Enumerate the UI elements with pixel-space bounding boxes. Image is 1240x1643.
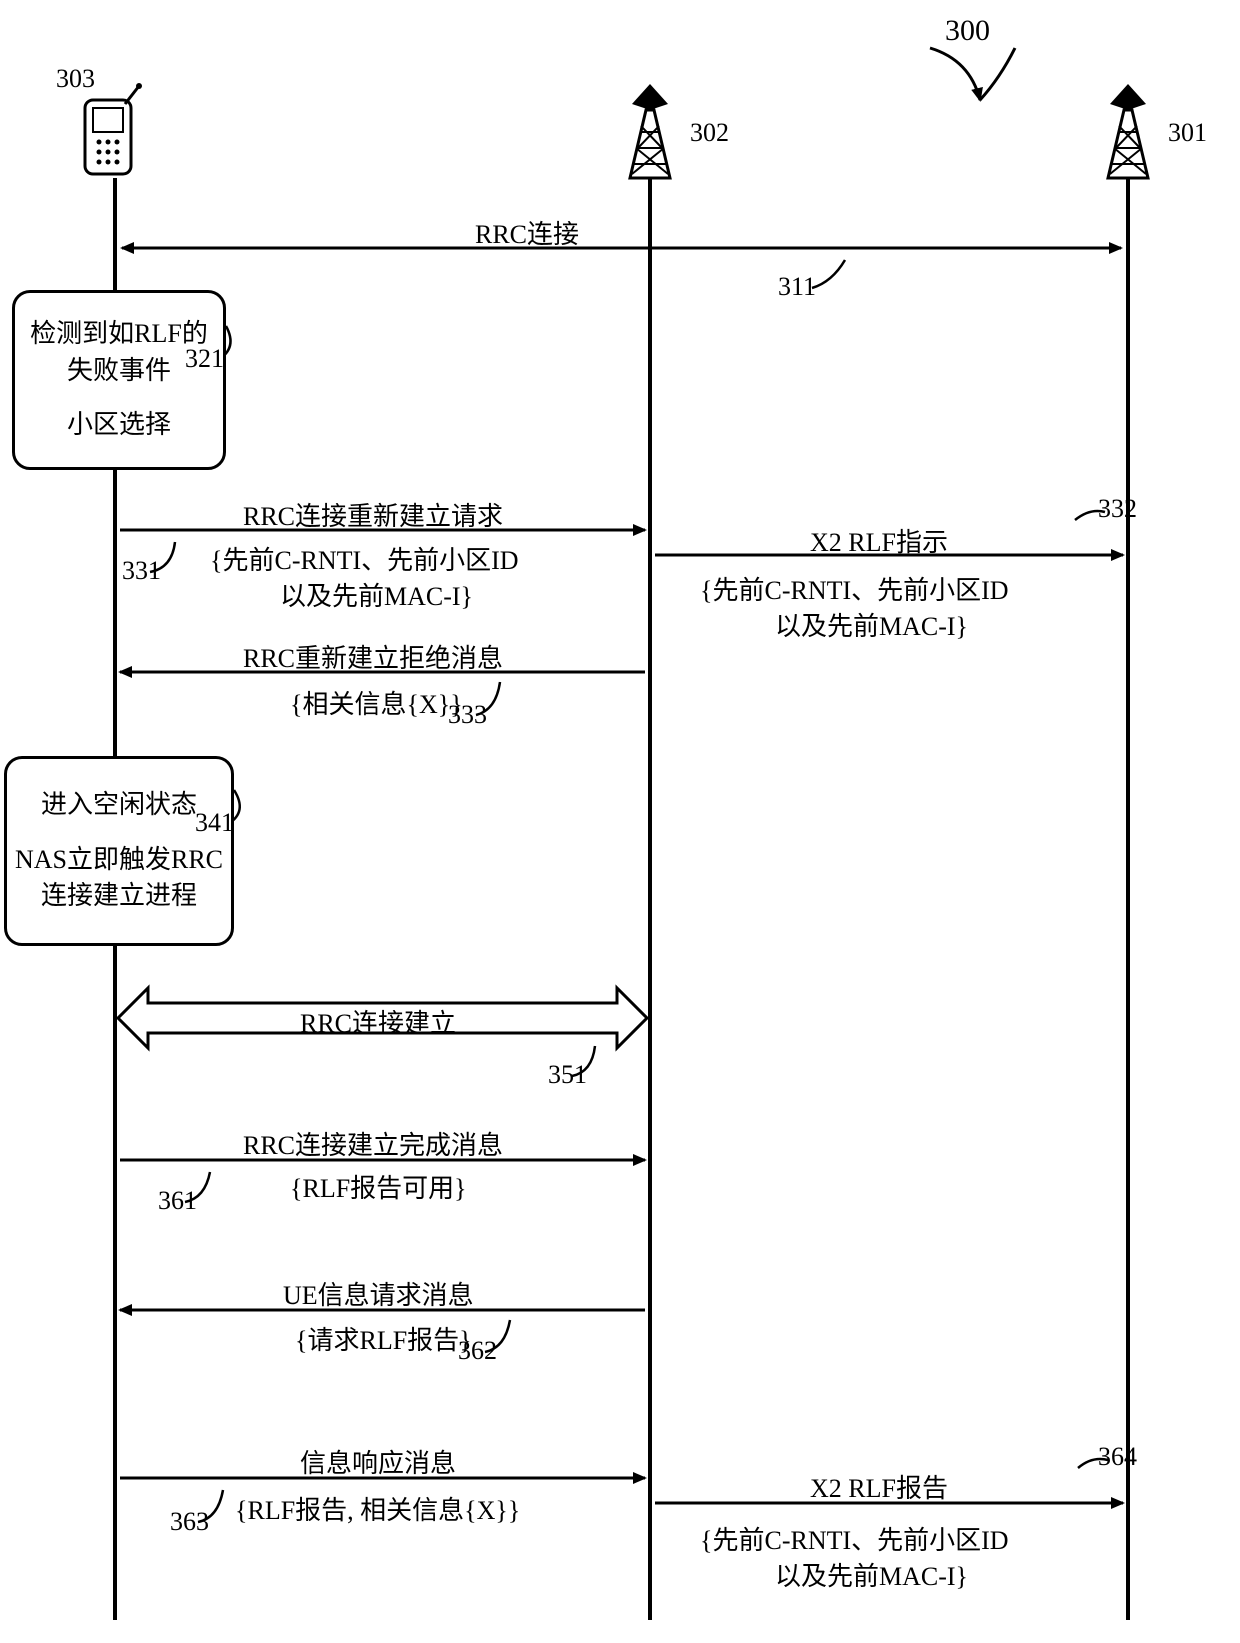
box321-line3: 小区选择 [67,407,171,443]
msg-364-text: X2 RLF报告 [810,1468,948,1505]
msg-332-sub1: {先前C-RNTI、先前小区ID [700,570,1009,607]
msg-363-sub: {RLF报告, 相关信息{X}} [235,1490,520,1527]
msg-332-sub2: 以及先前MAC-I} [775,606,968,643]
msg-364-sub1: {先前C-RNTI、先前小区ID [700,1520,1009,1557]
msg-363-ref: 363 [170,1507,209,1537]
box-321-ref: 321 [185,344,224,374]
box341-line3: 连接建立进程 [41,878,197,914]
msg-311-ref: 311 [778,272,816,302]
process-box-341: 进入空闲状态 NAS立即触发RRC 连接建立进程 [4,756,234,946]
box-341-ref: 341 [195,808,234,838]
msg-332-ref: 332 [1098,494,1137,524]
box321-line1: 检测到如RLF的 [30,316,208,352]
process-box-321: 检测到如RLF的 失败事件 小区选择 [12,290,226,470]
figure-ref: 300 [945,14,990,48]
msg-362-text: UE信息请求消息 [283,1275,474,1312]
msg-332-text: X2 RLF指示 [810,522,948,559]
msg-364-sub2: 以及先前MAC-I} [775,1556,968,1593]
msg-361-ref: 361 [158,1186,197,1216]
msg-331-sub1: {先前C-RNTI、先前小区ID [210,540,519,577]
msg-362-ref: 362 [458,1336,497,1366]
box341-line2: NAS立即触发RRC [15,842,223,878]
sequence-diagram: 300 303 302 301 RRC连接 311 检测到如RLF的 失败事件 … [0,0,1240,1643]
msg-361-text: RRC连接建立完成消息 [243,1125,503,1162]
msg-333-ref: 333 [448,700,487,730]
msg-333-sub: {相关信息{X}} [290,684,463,721]
actor-enb1-id: 301 [1168,118,1207,148]
msg-331-ref: 331 [122,556,161,586]
msg-351-text: RRC连接建立 [300,1003,456,1040]
msg-361-sub: {RLF报告可用} [290,1168,467,1205]
msg-351-ref: 351 [548,1060,587,1090]
msg-333-text: RRC重新建立拒绝消息 [243,638,503,675]
msg-364-ref: 364 [1098,1442,1137,1472]
msg-311-text: RRC连接 [475,214,579,251]
msg-331-sub2: 以及先前MAC-I} [280,576,473,613]
msg-331-text: RRC连接重新建立请求 [243,496,503,533]
actor-enb2-id: 302 [690,118,729,148]
actor-ue-id: 303 [56,64,95,94]
msg-363-text: 信息响应消息 [300,1443,456,1480]
msg-362-sub: {请求RLF报告} [295,1320,472,1357]
box321-line2: 失败事件 [67,353,171,389]
box341-line1: 进入空闲状态 [41,787,197,823]
